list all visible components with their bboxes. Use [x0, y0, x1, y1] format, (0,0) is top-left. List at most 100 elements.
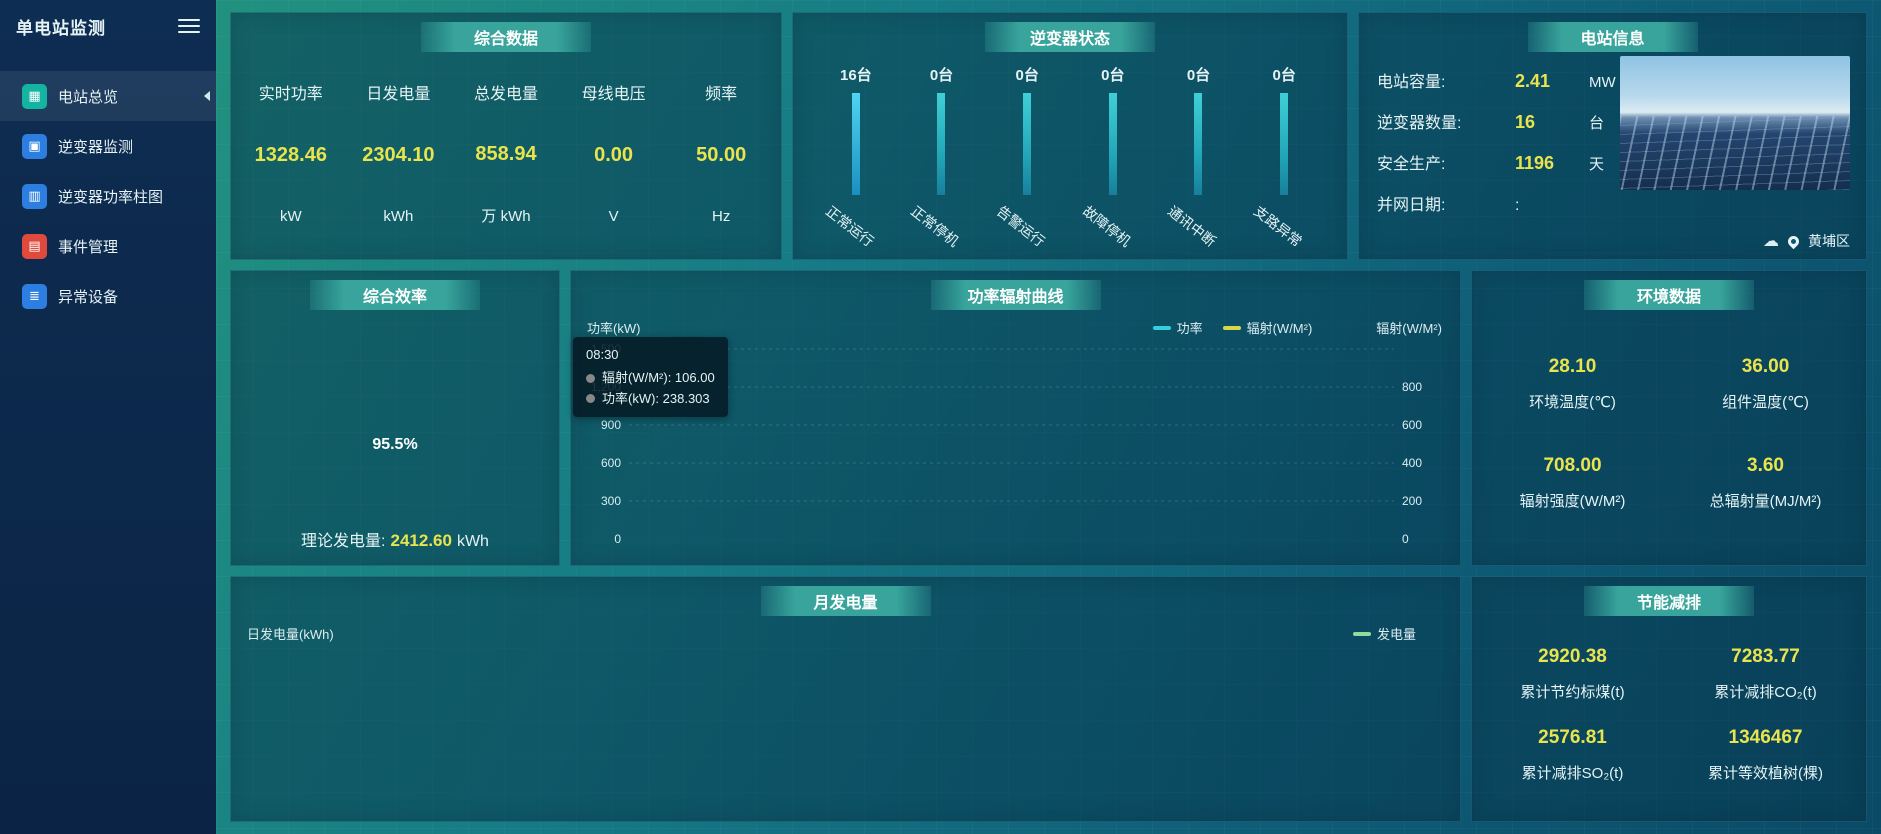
status-bar [937, 93, 946, 195]
metric-daily-generation: 日发电量 2304.10 kWh [362, 86, 435, 225]
metric-value: 1328.46 [254, 144, 327, 167]
sidebar-item-label: 逆变器功率柱图 [58, 188, 164, 206]
panel-station-info-title: 电站信息 [1527, 22, 1698, 52]
panel-energy-saving: 节能减排 2920.38 累计节约标煤(t) 7283.77 累计减排CO₂(t… [1471, 576, 1867, 822]
environment-metrics: 28.10 环境温度(℃) 36.00 组件温度(℃) 708.00 辐射强度(… [1472, 310, 1866, 565]
panel-power-curve-title: 功率辐射曲线 [930, 280, 1101, 310]
metric-value: 50.00 [696, 144, 747, 167]
metric-realtime-power: 实时功率 1328.46 kW [254, 86, 327, 225]
sidebar-item-label: 逆变器监测 [58, 138, 134, 156]
saving-metrics: 2920.38 累计节约标煤(t) 7283.77 累计减排CO₂(t) 257… [1472, 616, 1866, 821]
metric-frequency: 频率 50.00 Hz [696, 86, 747, 225]
location-pin-icon [1785, 233, 1802, 249]
svg-text:200: 200 [1402, 494, 1422, 508]
sidebar-item-inverter-power-bars[interactable]: ▥ 逆变器功率柱图 [0, 171, 216, 221]
panel-inverter-status: 逆变器状态 16台 正常运行 0台 正常停机 0台 [792, 12, 1348, 260]
power-radiation-chart[interactable]: 08:30 辐射(W/M²): 106.00 功率(kW): 238.303 0… [573, 337, 1458, 563]
power-dot-icon [586, 394, 595, 404]
generation-legend-swatch [1352, 631, 1371, 636]
inverter-count-row: 逆变器数量: 16 台 [1377, 112, 1605, 132]
chart-tooltip: 08:30 辐射(W/M²): 106.00 功率(kW): 238.303 [573, 337, 728, 418]
grid-connection-date-row: 并网日期: : [1377, 197, 1520, 214]
inverter-status-branch-abnormal: 0台 支路异常 [1250, 67, 1305, 250]
svg-text:0: 0 [614, 532, 621, 546]
metric-trees-equivalent: 1346467 累计等效植树(棵) [1708, 727, 1823, 783]
svg-text:300: 300 [601, 494, 621, 508]
metric-ambient-temperature: 28.10 环境温度(℃) [1529, 356, 1616, 412]
summary-metrics: 实时功率 1328.46 kW 日发电量 2304.10 kWh 总发电量 85… [231, 52, 781, 259]
metric-radiation-intensity: 708.00 辐射强度(W/M²) [1519, 454, 1626, 510]
legend-item-generation[interactable]: 发电量 [1352, 624, 1416, 643]
status-bar [851, 93, 860, 195]
panel-power-radiation-curve: 功率辐射曲线 功率(kW) 功率 辐射(W/M²) 辐射(W/M²) 08:30… [570, 270, 1461, 566]
sidebar-item-event-management[interactable]: ▤ 事件管理 [0, 221, 216, 271]
panel-efficiency: 综合效率 95.5% 理论发电量: 2412.60 kWh [230, 270, 560, 566]
inverter-power-bars-icon: ▥ [22, 183, 47, 209]
station-location: ☁ 黄埔区 [1763, 231, 1850, 251]
inverter-status-columns: 16台 正常运行 0台 正常停机 0台 告警运行 [793, 52, 1347, 259]
hamburger-menu-icon[interactable] [178, 13, 200, 39]
sidebar-item-station-overview[interactable]: ▦ 电站总览 [0, 71, 216, 121]
safe-production-row: 安全生产: 1196 天 [1377, 153, 1605, 173]
station-capacity-row: 电站容量: 2.41 MW [1377, 71, 1616, 91]
inverter-status-normal-stop: 0台 正常停机 [908, 67, 963, 250]
inverter-status-alarm-running: 0台 告警运行 [993, 67, 1048, 250]
metric-value: 858.94 [475, 142, 537, 165]
app-title: 单电站监测 [16, 18, 106, 38]
radiation-legend-swatch [1222, 325, 1241, 330]
panel-summary-title: 综合数据 [421, 22, 591, 52]
abnormal-devices-icon: ≣ [22, 283, 47, 309]
metric-value: 0.00 [594, 144, 634, 167]
theoretical-generation: 理论发电量: 2412.60 kWh [301, 531, 489, 550]
legend-item-radiation[interactable]: 辐射(W/M²) [1222, 318, 1312, 337]
metric-total-generation: 总发电量 858.94 万 kWh [473, 85, 538, 225]
panel-station-info: 电站信息 电站容量: 2.41 MW 逆变器数量: 16 台 安全生产: 119 [1358, 12, 1867, 260]
metric-bus-voltage: 母线电压 0.00 V [581, 86, 646, 225]
panel-efficiency-title: 综合效率 [310, 280, 480, 310]
panel-summary: 综合数据 实时功率 1328.46 kW 日发电量 2304.10 kWh 总发… [230, 12, 782, 260]
station-overview-icon: ▦ [22, 83, 47, 109]
panel-inverter-status-title: 逆变器状态 [985, 22, 1155, 52]
efficiency-gauge[interactable]: 95.5% [231, 310, 559, 527]
panel-monthly-generation: 月发电量 日发电量(kWh) 发电量 [230, 576, 1461, 822]
metric-value: 2304.10 [362, 144, 435, 167]
inverter-status-comm-interrupted: 0台 通讯中断 [1165, 67, 1220, 250]
tooltip-radiation-row: 辐射(W/M²): 106.00 [586, 368, 715, 389]
active-item-arrow-icon [204, 91, 210, 101]
weather-cloud-icon: ☁ [1763, 233, 1779, 250]
svg-text:900: 900 [601, 418, 621, 432]
sidebar-item-abnormal-devices[interactable]: ≣ 异常设备 [0, 271, 216, 321]
bar-y-axis-title: 日发电量(kWh) [247, 627, 334, 642]
sidebar-item-label: 电站总览 [58, 88, 119, 106]
svg-text:800: 800 [1402, 380, 1422, 394]
monthly-generation-chart[interactable] [233, 643, 1458, 819]
sidebar-nav: ▦ 电站总览 ▣ 逆变器监测 ▥ 逆变器功率柱图 ▤ 事件管理 ≣ 异常设备 [0, 71, 216, 321]
legend-item-power[interactable]: 功率 [1152, 318, 1203, 337]
svg-text:600: 600 [1402, 418, 1422, 432]
bar-chart-header: 日发电量(kWh) 发电量 [231, 616, 1460, 643]
sidebar-item-label: 事件管理 [58, 238, 119, 256]
station-photo [1620, 56, 1850, 190]
svg-text:400: 400 [1402, 456, 1422, 470]
tooltip-time: 08:30 [586, 347, 619, 362]
tooltip-power-row: 功率(kW): 238.303 [586, 389, 715, 410]
main-content: 综合数据 实时功率 1328.46 kW 日发电量 2304.10 kWh 总发… [216, 0, 1881, 834]
svg-text:600: 600 [601, 456, 621, 470]
inverter-status-fault-stop: 0台 故障停机 [1079, 67, 1134, 250]
line-chart-header: 功率(kW) 功率 辐射(W/M²) 辐射(W/M²) [571, 310, 1460, 337]
sidebar-item-inverter-monitoring[interactable]: ▣ 逆变器监测 [0, 121, 216, 171]
panel-environment-title: 环境数据 [1584, 280, 1754, 310]
line-chart-legend: 功率 辐射(W/M²) [1152, 318, 1312, 337]
gauge-value-label: 95.5% [372, 436, 418, 453]
sidebar: 单电站监测 ▦ 电站总览 ▣ 逆变器监测 ▥ 逆变器功率柱图 ▤ 事件管理 ≣ [0, 0, 216, 834]
status-bar [1108, 93, 1117, 195]
sidebar-item-label: 异常设备 [58, 288, 119, 306]
station-info-body: 电站容量: 2.41 MW 逆变器数量: 16 台 安全生产: 1196 天 [1359, 52, 1866, 259]
status-bar [1023, 93, 1032, 195]
left-axis-title: 功率(kW) [587, 321, 641, 336]
status-bar [1194, 93, 1203, 195]
metric-total-radiation: 3.60 总辐射量(MJ/M²) [1709, 454, 1822, 510]
panel-monthly-title: 月发电量 [760, 586, 931, 616]
status-bar [1280, 93, 1289, 195]
